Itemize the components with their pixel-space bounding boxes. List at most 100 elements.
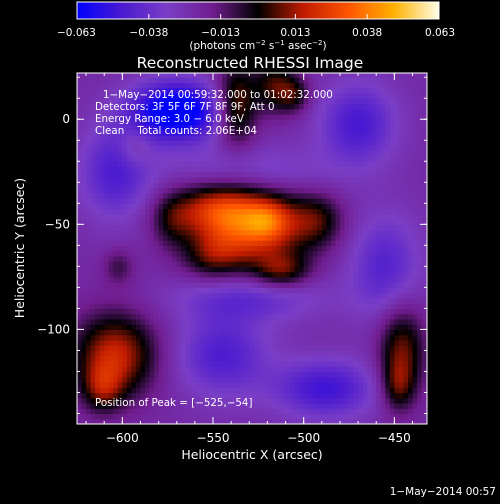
heatmap-pixel bbox=[204, 182, 209, 188]
heatmap-pixel bbox=[231, 224, 236, 230]
heatmap-pixel bbox=[344, 103, 349, 109]
heatmap-pixel bbox=[254, 350, 259, 356]
heatmap-pixel bbox=[118, 298, 123, 304]
heatmap-pixel bbox=[181, 282, 186, 288]
heatmap-pixel bbox=[236, 245, 241, 251]
heatmap-pixel bbox=[222, 188, 227, 194]
heatmap-pixel bbox=[263, 172, 268, 178]
heatmap-pixel bbox=[204, 308, 209, 314]
heatmap-pixel bbox=[286, 209, 291, 215]
heatmap-pixel bbox=[367, 135, 372, 141]
heatmap-pixel bbox=[240, 161, 245, 167]
heatmap-pixel bbox=[385, 124, 390, 130]
heatmap-pixel bbox=[104, 209, 109, 215]
heatmap-pixel bbox=[385, 261, 390, 267]
heatmap-pixel bbox=[399, 119, 404, 125]
heatmap-pixel bbox=[267, 277, 272, 283]
heatmap-pixel bbox=[177, 224, 182, 230]
heatmap-pixel bbox=[199, 371, 204, 377]
heatmap-pixel bbox=[159, 377, 164, 383]
heatmap-pixel bbox=[131, 308, 136, 314]
heatmap-pixel bbox=[385, 298, 390, 304]
heatmap-pixel bbox=[317, 319, 322, 325]
heatmap-pixel bbox=[349, 130, 354, 136]
heatmap-pixel bbox=[295, 413, 300, 419]
heatmap-pixel bbox=[281, 287, 286, 293]
heatmap-pixel bbox=[313, 340, 318, 346]
heatmap-pixel bbox=[213, 161, 218, 167]
heatmap-pixel bbox=[159, 203, 164, 209]
heatmap-pixel bbox=[335, 413, 340, 419]
heatmap-pixel bbox=[403, 88, 408, 94]
heatmap-pixel bbox=[150, 382, 155, 388]
heatmap-pixel bbox=[390, 345, 395, 351]
heatmap-pixel bbox=[385, 151, 390, 157]
heatmap-pixel bbox=[299, 345, 304, 351]
heatmap-pixel bbox=[317, 340, 322, 346]
heatmap-pixel bbox=[340, 109, 345, 115]
heatmap-pixel bbox=[177, 356, 182, 362]
heatmap-pixel bbox=[118, 382, 123, 388]
heatmap-pixel bbox=[299, 356, 304, 362]
heatmap-pixel bbox=[195, 256, 200, 262]
heatmap-pixel bbox=[186, 193, 191, 199]
heatmap-pixel bbox=[372, 256, 377, 262]
heatmap-pixel bbox=[131, 413, 136, 419]
heatmap-pixel bbox=[394, 109, 399, 115]
heatmap-pixel bbox=[381, 303, 386, 309]
heatmap-pixel bbox=[354, 298, 359, 304]
heatmap-pixel bbox=[118, 272, 123, 278]
heatmap-pixel bbox=[258, 361, 263, 367]
heatmap-pixel bbox=[181, 277, 186, 283]
heatmap-pixel bbox=[267, 340, 272, 346]
heatmap-pixel bbox=[367, 256, 372, 262]
heatmap-pixel bbox=[376, 82, 381, 88]
heatmap-pixel bbox=[163, 371, 168, 377]
heatmap-pixel bbox=[131, 298, 136, 304]
heatmap-pixel bbox=[254, 219, 259, 225]
heatmap-pixel bbox=[367, 361, 372, 367]
heatmap-pixel bbox=[276, 172, 281, 178]
heatmap-pixel bbox=[281, 387, 286, 393]
heatmap-pixel bbox=[276, 177, 281, 183]
heatmap-pixel bbox=[222, 214, 227, 220]
heatmap-pixel bbox=[240, 287, 245, 293]
heatmap-pixel bbox=[231, 345, 236, 351]
heatmap-pixel bbox=[358, 219, 363, 225]
heatmap-pixel bbox=[91, 293, 96, 299]
heatmap-pixel bbox=[227, 314, 232, 320]
heatmap-pixel bbox=[299, 182, 304, 188]
heatmap-pixel bbox=[145, 308, 150, 314]
heatmap-pixel bbox=[258, 398, 263, 404]
heatmap-pixel bbox=[408, 114, 413, 120]
heatmap-pixel bbox=[204, 356, 209, 362]
heatmap-pixel bbox=[399, 198, 404, 204]
heatmap-pixel bbox=[145, 167, 150, 173]
heatmap-pixel bbox=[385, 224, 390, 230]
heatmap-pixel bbox=[218, 224, 223, 230]
heatmap-pixel bbox=[344, 203, 349, 209]
heatmap-pixel bbox=[308, 319, 313, 325]
heatmap-pixel bbox=[313, 182, 318, 188]
heatmap-pixel bbox=[245, 256, 250, 262]
heatmap-pixel bbox=[254, 324, 259, 330]
heatmap-pixel bbox=[304, 282, 309, 288]
heatmap-pixel bbox=[199, 366, 204, 372]
heatmap-pixel bbox=[281, 261, 286, 267]
heatmap-pixel bbox=[363, 350, 368, 356]
heatmap-pixel bbox=[394, 392, 399, 398]
heatmap-pixel bbox=[231, 303, 236, 309]
heatmap-pixel bbox=[86, 114, 91, 120]
heatmap-pixel bbox=[131, 371, 136, 377]
heatmap-pixel bbox=[113, 245, 118, 251]
heatmap-pixel bbox=[113, 177, 118, 183]
heatmap-pixel bbox=[245, 156, 250, 162]
heatmap-pixel bbox=[304, 408, 309, 414]
heatmap-pixel bbox=[331, 272, 336, 278]
heatmap-pixel bbox=[349, 172, 354, 178]
heatmap-pixel bbox=[263, 77, 268, 83]
heatmap-pixel bbox=[159, 308, 164, 314]
heatmap-pixel bbox=[95, 82, 100, 88]
heatmap-pixel bbox=[394, 356, 399, 362]
heatmap-pixel bbox=[349, 403, 354, 409]
